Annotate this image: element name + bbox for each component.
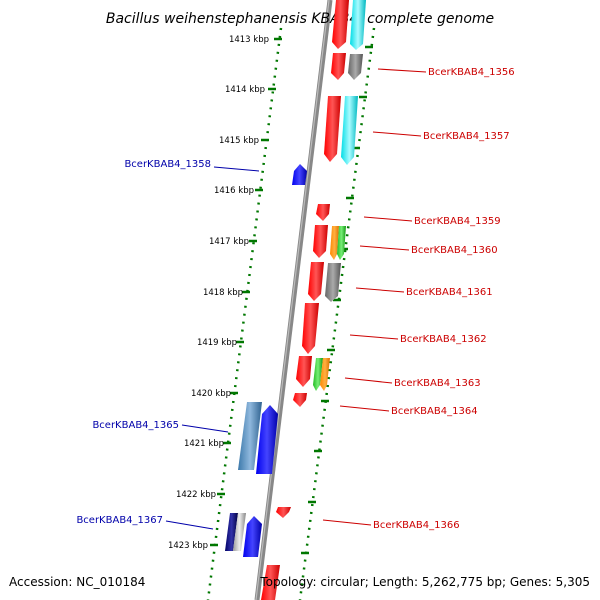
gene-arrow[interactable] xyxy=(308,262,324,301)
reverse-axis xyxy=(298,27,376,600)
gene-arrow[interactable] xyxy=(276,507,291,518)
gene-arrow[interactable] xyxy=(302,303,319,354)
forward-genes xyxy=(225,164,307,557)
leader-lines xyxy=(165,68,427,530)
gene-arrow[interactable] xyxy=(331,53,346,80)
gene-arrow[interactable] xyxy=(313,358,323,391)
reverse-genes xyxy=(261,0,366,600)
gene-label-forward[interactable]: BcerKBAB4_1358 xyxy=(124,159,211,170)
tick-labels: 1413 kbp 1414 kbp 1415 kbp 1416 kbp 1417… xyxy=(168,35,269,551)
gene-arrow[interactable] xyxy=(341,96,358,165)
gene-arrow[interactable] xyxy=(238,402,262,470)
gene-arrow[interactable] xyxy=(293,393,307,407)
gene-arrow[interactable] xyxy=(256,405,278,474)
gene-arrow[interactable] xyxy=(348,54,363,80)
gene-label-reverse[interactable]: BcerKBAB4_1363 xyxy=(394,378,481,389)
tick-label: 1416 kbp xyxy=(214,186,254,196)
tick-label: 1419 kbp xyxy=(197,338,237,348)
gene-arrow[interactable] xyxy=(330,226,339,260)
tick-label: 1421 kbp xyxy=(184,439,224,449)
genome-title: Bacillus weihenstephanensis KBAB4, compl… xyxy=(106,11,494,27)
genome-summary: Topology: circular; Length: 5,262,775 bp… xyxy=(259,575,590,589)
tick-label: 1422 kbp xyxy=(176,490,216,500)
genome-backbone xyxy=(254,0,333,600)
gene-arrow[interactable] xyxy=(324,96,341,162)
forward-gene-labels: BcerKBAB4_1358 BcerKBAB4_1365 BcerKBAB4_… xyxy=(76,159,211,526)
gene-arrow[interactable] xyxy=(316,204,330,221)
tick-label: 1418 kbp xyxy=(203,288,243,298)
tick-label: 1420 kbp xyxy=(191,389,231,399)
gene-arrow[interactable] xyxy=(292,164,307,185)
accession-label: Accession: NC_010184 xyxy=(9,575,145,589)
gene-label-forward[interactable]: BcerKBAB4_1367 xyxy=(76,515,163,526)
gene-arrow[interactable] xyxy=(337,226,346,260)
gene-arrow[interactable] xyxy=(233,513,246,551)
gene-label-forward[interactable]: BcerKBAB4_1365 xyxy=(92,420,179,431)
gene-label-reverse[interactable]: BcerKBAB4_1356 xyxy=(428,67,515,78)
gene-label-reverse[interactable]: BcerKBAB4_1361 xyxy=(406,287,493,298)
tick-label: 1415 kbp xyxy=(219,136,259,146)
gene-label-reverse[interactable]: BcerKBAB4_1360 xyxy=(411,245,498,256)
gene-arrow[interactable] xyxy=(320,358,330,391)
gene-arrow[interactable] xyxy=(350,0,366,50)
gene-label-reverse[interactable]: BcerKBAB4_1362 xyxy=(400,334,487,345)
gene-arrow[interactable] xyxy=(225,513,238,551)
tick-label: 1414 kbp xyxy=(225,85,265,95)
reverse-gene-labels: BcerKBAB4_1356 BcerKBAB4_1357 BcerKBAB4_… xyxy=(373,67,515,531)
gene-arrow[interactable] xyxy=(332,0,349,49)
forward-axis xyxy=(206,27,283,600)
tick-label: 1413 kbp xyxy=(229,35,269,45)
gene-label-reverse[interactable]: BcerKBAB4_1366 xyxy=(373,520,460,531)
gene-label-reverse[interactable]: BcerKBAB4_1364 xyxy=(391,406,478,417)
gene-label-reverse[interactable]: BcerKBAB4_1357 xyxy=(423,131,510,142)
gene-arrow[interactable] xyxy=(243,516,262,557)
gene-arrow[interactable] xyxy=(261,565,280,600)
gene-arrow[interactable] xyxy=(313,225,328,258)
genome-backbone-highlight xyxy=(255,0,330,600)
gene-label-reverse[interactable]: BcerKBAB4_1359 xyxy=(414,216,501,227)
gene-arrow[interactable] xyxy=(296,356,312,387)
tick-label: 1423 kbp xyxy=(168,541,208,551)
tick-label: 1417 kbp xyxy=(209,237,249,247)
gene-arrow[interactable] xyxy=(325,263,341,302)
